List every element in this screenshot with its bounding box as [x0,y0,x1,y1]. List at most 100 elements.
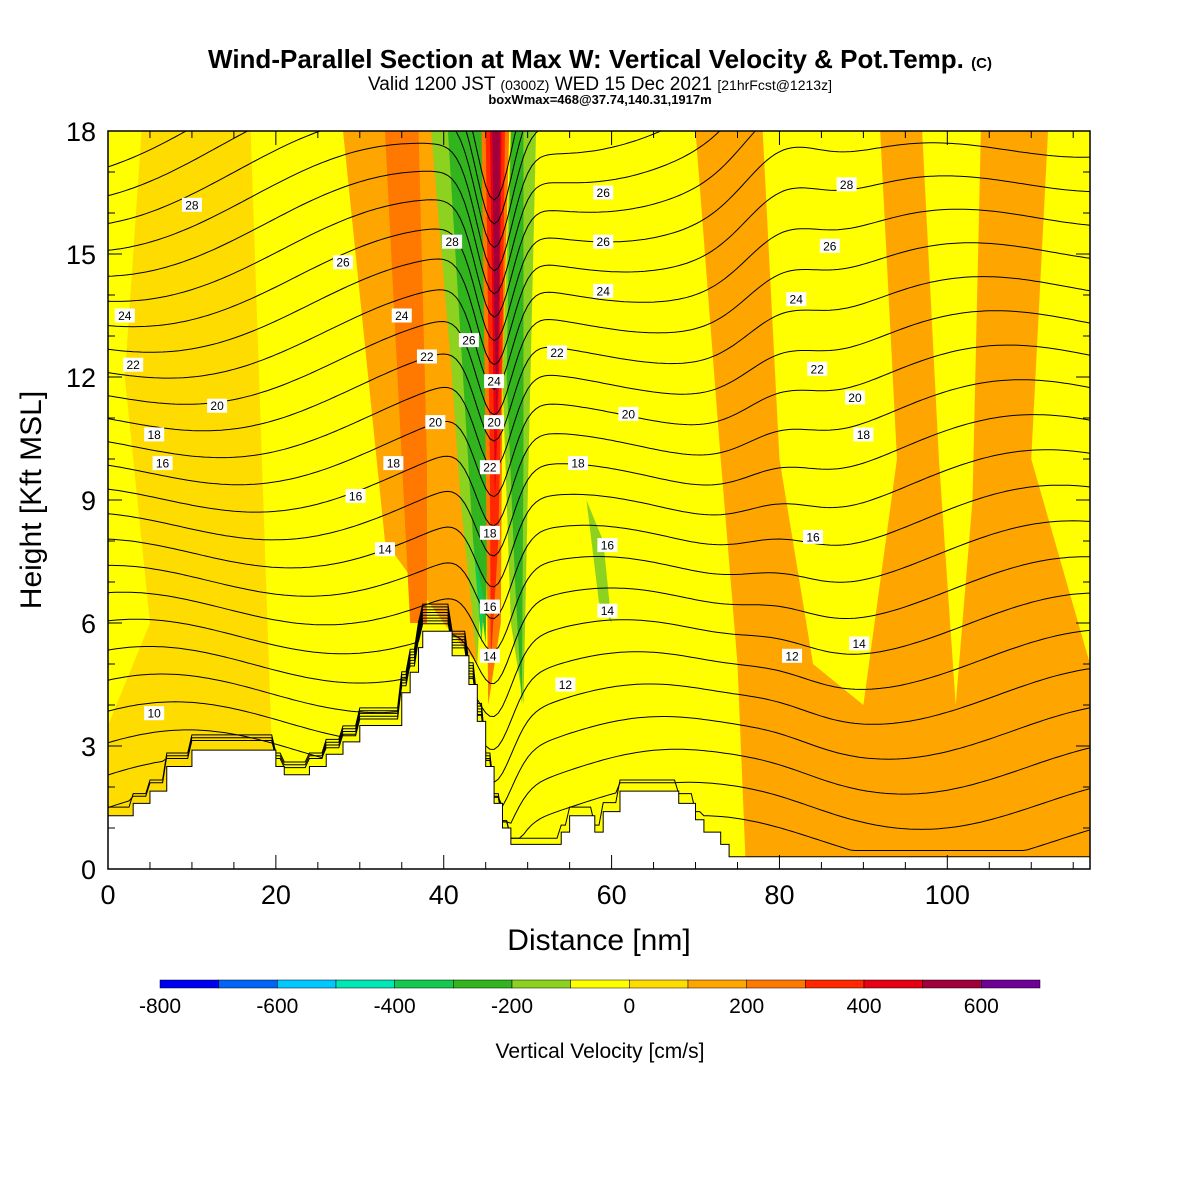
theta-label-25: 22 [547,345,568,360]
theta-label-39: 28 [836,177,857,192]
theta-label-text: 20 [210,399,224,413]
x-tick-label: 40 [429,880,459,910]
theta-label-text: 28 [840,178,854,192]
theta-contour-layer [108,131,1090,851]
theta-label-33: 26 [458,333,479,348]
theta-label-text: 14 [601,604,615,618]
theta-label-text: 24 [395,309,409,323]
colorbar-swatch [746,979,806,989]
theta-label-4: 14 [479,648,500,663]
theta-isoline-11 [108,414,1090,557]
theta-label-24: 22 [479,460,500,475]
theta-label-27: 24 [114,308,135,323]
colorbar-tick-label: -400 [374,995,416,1018]
velocity-region-0 [108,131,276,869]
theta-label-8: 16 [345,488,366,503]
theta-label-20: 20 [618,406,639,421]
theta-label-text: 26 [597,235,611,249]
valid-date: WED 15 Dec 2021 [554,74,713,95]
theta-label-28: 24 [391,308,412,323]
theta-label-text: 18 [571,457,585,471]
theta-label-text: 20 [622,407,636,421]
theta-label-text: 18 [387,457,401,471]
theta-label-text: 16 [156,457,170,471]
theta-label-1: 12 [555,677,576,692]
theta-label-5: 14 [597,603,618,618]
theta-label-text: 22 [483,461,497,475]
theta-label-text: 26 [462,334,476,348]
y-tick-label: 9 [81,486,96,516]
theta-label-text: 20 [487,416,501,430]
colorbar-swatch [687,979,747,989]
valid-fcst: [21hrFcst@1213z] [717,77,832,93]
theta-label-text: 26 [336,256,350,270]
theta-label-text: 22 [550,346,564,360]
theta-label-14: 18 [479,525,500,540]
chart-title: Wind-Parallel Section at Max W: Vertical… [0,44,1200,75]
colorbar-tick-label: 400 [846,995,881,1018]
velocity-region-8 [384,131,427,623]
x-tick-label: 20 [261,880,291,910]
theta-isoline-20 [108,131,757,318]
velocity-region-18 [492,131,500,418]
theta-label-text: 24 [487,375,501,389]
theta-label-23: 22 [416,349,437,364]
theta-label-38: 28 [442,234,463,249]
theta-isoline-4 [108,614,1090,784]
theta-isoline-14 [108,310,1090,469]
velocity-region-12 [447,131,489,644]
chart-subtitle-valid: Valid 1200 JST (0300Z) WED 15 Dec 2021 [… [0,74,1200,96]
theta-label-22: 22 [123,357,144,372]
colorbar-tick-label: 600 [964,995,999,1018]
theta-label-text: 24 [597,284,611,298]
theta-label-17: 20 [207,398,228,413]
theta-label-text: 14 [853,637,867,651]
valid-utc: (0300Z) [500,77,550,93]
theta-label-text: 26 [823,239,837,253]
theta-label-text: 16 [483,600,497,614]
theta-label-text: 14 [483,649,497,663]
theta-isoline-10 [108,449,1090,588]
y-tick-label: 0 [81,855,96,885]
theta-label-18: 20 [425,415,446,430]
theta-isoline-5 [108,617,1090,750]
theta-isoline-23 [108,131,539,249]
velocity-region-3 [108,131,150,726]
theta-isoline-16 [108,242,1090,416]
theta-label-text: 24 [790,293,804,307]
theta-label-text: 12 [785,649,799,663]
colorbar-swatch [629,979,689,989]
theta-label-text: 18 [483,526,497,540]
theta-isoline-3 [108,612,1090,808]
x-tick-label: 80 [764,880,794,910]
theta-label-text: 28 [185,198,199,212]
theta-label-text: 22 [126,358,140,372]
colorbar-swatch [511,979,571,989]
valid-prefix: Valid 1200 JST [368,74,496,95]
theta-label-text: 22 [420,350,434,364]
y-axis-label: Height [Kft MSL] [15,391,48,609]
theta-label-26: 22 [807,361,828,376]
colorbar-swatch [922,979,982,989]
axis-layer: 0 20 40 60 80 100 0 3 6 9 12 15 18 [66,117,1090,910]
theta-isoline-8 [108,520,1090,652]
theta-label-text: 24 [118,309,132,323]
theta-label-2: 12 [782,648,803,663]
velocity-region-11 [586,500,612,623]
theta-label-text: 22 [811,362,825,376]
theta-label-31: 24 [786,292,807,307]
theta-label-29: 24 [484,374,505,389]
colorbar-label: Vertical Velocity [cm/s] [496,1040,705,1063]
y-tick-label: 3 [81,732,96,762]
colorbar-swatch [335,979,395,989]
y-tick-label: 6 [81,609,96,639]
theta-label-text: 18 [857,428,871,442]
velocity-region-5 [552,131,662,705]
colorbar-swatch [453,979,513,989]
theta-isoline-7 [108,556,1090,685]
colorbar-tick-label: -800 [139,995,181,1018]
theta-label-text: 20 [848,391,862,405]
theta-isoline-2 [108,609,1090,824]
colorbar-swatch [159,979,219,989]
theta-label-7: 16 [152,456,173,471]
